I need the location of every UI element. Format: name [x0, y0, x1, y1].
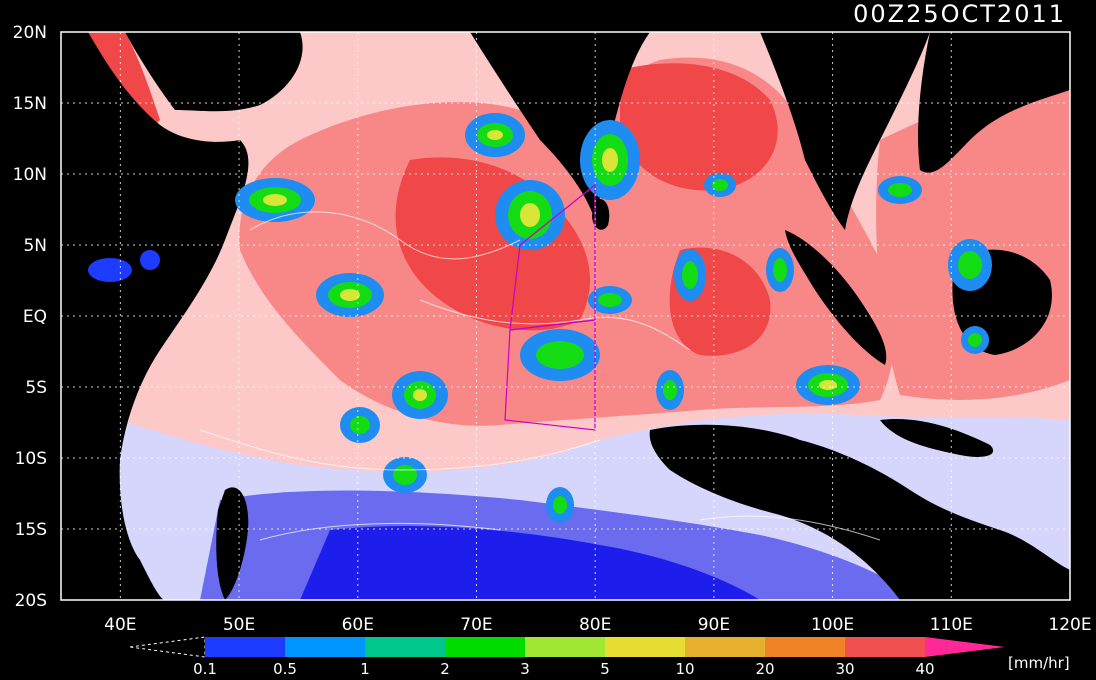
convective-cell — [958, 251, 982, 279]
convective-cell — [393, 465, 417, 485]
colorbar-level-label: 2 — [440, 660, 450, 678]
lat-tick-label: 5N — [23, 236, 47, 256]
colorbar-swatch — [525, 637, 605, 657]
convective-cell — [819, 380, 837, 390]
convective-cell — [553, 496, 567, 514]
colorbar: 0.1 0.5 1 2 3 5 10 20 30 40 — [129, 636, 1005, 678]
australia-landmass — [649, 424, 1070, 600]
colorbar-swatch — [765, 637, 845, 657]
contour-line — [249, 211, 521, 260]
heavy-rain-core-red-sea — [88, 32, 160, 130]
arabian-peninsula — [125, 32, 303, 112]
contour-line — [259, 522, 501, 541]
africa-landmass — [61, 32, 249, 600]
colorbar-level-label: 0.1 — [193, 660, 217, 678]
lon-tick-label: 100E — [811, 615, 854, 635]
colorbar-swatch — [205, 637, 285, 657]
lat-tick-label: 5S — [25, 378, 47, 398]
lon-tick-label: 50E — [223, 615, 255, 635]
very-low-rain-south — [300, 525, 760, 600]
colorbar-swatch — [845, 637, 925, 657]
colorbar-swatch — [285, 637, 365, 657]
colorbar-level-label: 5 — [600, 660, 610, 678]
contour-line — [199, 429, 601, 471]
rain-rate-map — [61, 32, 1070, 600]
latitude-tick-labels: 20N 15N 10N 5N EQ 5S 10S 15S 20S — [13, 23, 47, 611]
convective-cells — [88, 113, 992, 523]
colorbar-level-label: 30 — [835, 660, 854, 678]
heavy-rain-core-north — [620, 63, 778, 191]
convective-cell — [712, 179, 728, 191]
colorbar-unit-label: [mm/hr] — [1008, 654, 1070, 672]
lat-tick-label: 20N — [13, 23, 47, 43]
lon-tick-label: 70E — [460, 615, 492, 635]
convective-cell — [968, 333, 982, 347]
java-islands — [880, 419, 994, 457]
lat-lon-grid — [61, 32, 1070, 600]
madagascar — [216, 487, 249, 600]
colorbar-level-label: 3 — [520, 660, 530, 678]
convective-cell — [263, 194, 287, 206]
colorbar-swatch — [685, 637, 765, 657]
malay-peninsula-sumatra — [785, 230, 887, 365]
convective-cell — [520, 203, 540, 227]
lon-tick-label: 120E — [1048, 615, 1091, 635]
convective-cell — [602, 148, 618, 172]
colorbar-swatch — [365, 637, 445, 657]
convective-cell — [350, 416, 370, 434]
convective-cell — [536, 341, 584, 369]
colorbar-level-label: 10 — [675, 660, 694, 678]
lon-tick-label: 40E — [104, 615, 136, 635]
contour-line — [419, 299, 691, 351]
lat-tick-label: 20S — [15, 591, 47, 611]
lon-tick-label: 90E — [698, 615, 730, 635]
colorbar-under-arrow — [129, 636, 206, 658]
sri-lanka — [592, 199, 610, 230]
colorbar-level-label: 20 — [755, 660, 774, 678]
colorbar-level-label: 0.5 — [273, 660, 297, 678]
colorbar-over-arrow — [925, 637, 1005, 657]
convective-cell — [487, 130, 503, 140]
contour-line — [699, 515, 881, 541]
lat-tick-label: 15N — [13, 94, 47, 114]
lat-tick-label: EQ — [23, 307, 47, 327]
lon-tick-label: 60E — [342, 615, 374, 635]
convective-cell — [598, 293, 622, 307]
convective-cell — [888, 183, 912, 197]
lon-tick-label: 110E — [930, 615, 973, 635]
colorbar-level-label: 40 — [915, 660, 934, 678]
convective-cell — [773, 258, 787, 282]
lat-tick-label: 10S — [15, 449, 47, 469]
convective-cell — [340, 289, 360, 301]
colorbar-level-label: 1 — [360, 660, 370, 678]
indian-subcontinent — [470, 32, 650, 220]
convective-cell — [682, 261, 698, 289]
lon-tick-label: 80E — [579, 615, 611, 635]
southeast-asia-landmass — [760, 32, 930, 230]
indochina-east — [918, 32, 1070, 173]
map-title: 00Z25OCT2011 — [853, 0, 1066, 28]
convective-cell — [663, 380, 677, 400]
colorbar-swatch — [445, 637, 525, 657]
contour-lines — [199, 211, 881, 541]
lat-tick-label: 15S — [15, 520, 47, 540]
convective-cell — [413, 389, 427, 401]
longitude-tick-labels: 40E 50E 60E 70E 80E 90E 100E 110E 120E — [104, 615, 1091, 635]
colorbar-swatch — [605, 637, 685, 657]
convective-cell — [140, 250, 160, 270]
convective-cell — [88, 258, 132, 282]
lat-tick-label: 10N — [13, 165, 47, 185]
map-frame — [60, 31, 1071, 601]
